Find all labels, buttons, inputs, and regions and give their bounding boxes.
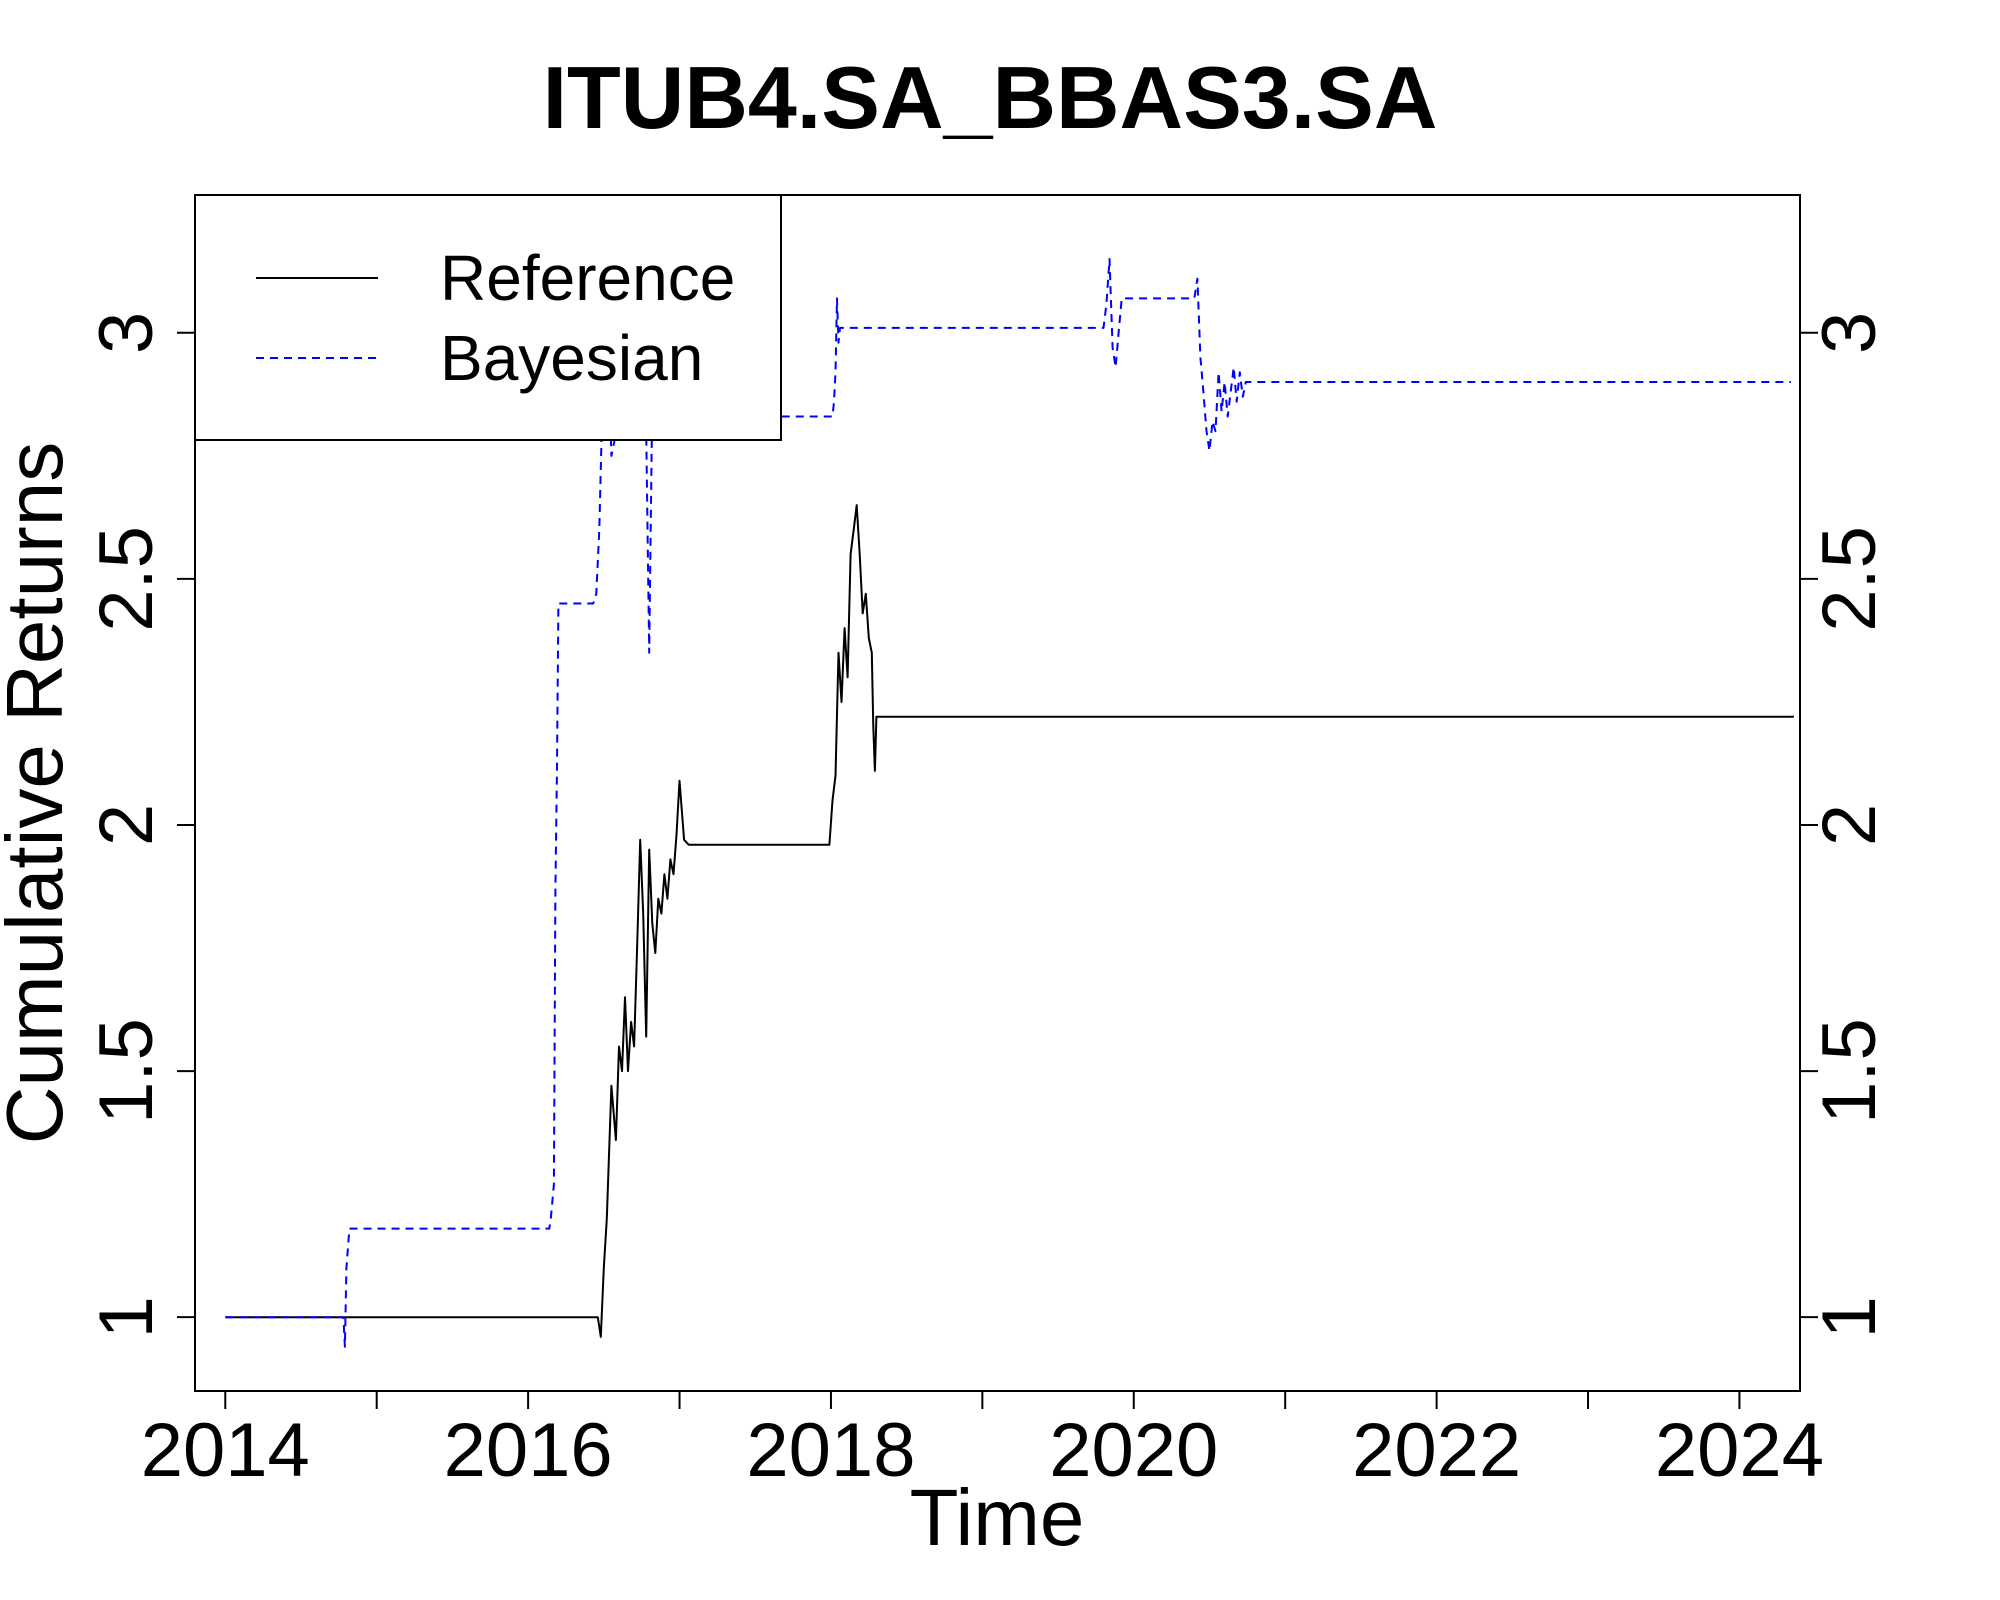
y-tick-label-left: 1 — [84, 1296, 169, 1338]
chart-title: ITUB4.SA_BBAS3.SA — [543, 48, 1438, 147]
y-axis-left: 1 1.5 2 2.5 3 — [84, 312, 195, 1338]
legend-label-reference: Reference — [440, 242, 735, 314]
plot-area-frame — [194, 194, 1801, 1392]
x-tick-label: 2020 — [1049, 1408, 1218, 1493]
x-tick-label: 2016 — [444, 1408, 613, 1493]
legend-label-bayesian: Bayesian — [440, 322, 703, 394]
x-tick-label: 2014 — [141, 1408, 310, 1493]
x-tick-label: 2024 — [1655, 1408, 1824, 1493]
series-line-reference — [225, 504, 1794, 1338]
x-axis: 2014 2016 2018 2020 2022 2024 — [141, 1391, 1824, 1493]
y-tick-label-left: 1.5 — [84, 1018, 169, 1124]
y-axis-right: 1 1.5 2 2.5 3 — [1800, 312, 1892, 1338]
x-tick-label: 2018 — [746, 1408, 915, 1493]
y-tick-label-right: 2.5 — [1807, 526, 1892, 632]
y-axis-title: Cumulative Returns — [0, 442, 79, 1145]
y-tick-label-right: 1 — [1807, 1296, 1892, 1338]
y-tick-label-left: 2.5 — [84, 526, 169, 632]
y-tick-label-right: 1.5 — [1807, 1018, 1892, 1124]
x-axis-title: Time — [910, 1473, 1085, 1562]
series-layer — [225, 243, 1794, 1348]
y-tick-label-left: 3 — [84, 312, 169, 354]
series-line-bayesian — [225, 243, 1791, 1348]
x-tick-label: 2022 — [1352, 1408, 1521, 1493]
legend: Reference Bayesian — [194, 194, 782, 441]
legend-box — [194, 194, 782, 441]
y-tick-label-right: 3 — [1807, 312, 1892, 354]
y-tick-label-left: 2 — [84, 804, 169, 846]
y-tick-label-right: 2 — [1807, 804, 1892, 846]
